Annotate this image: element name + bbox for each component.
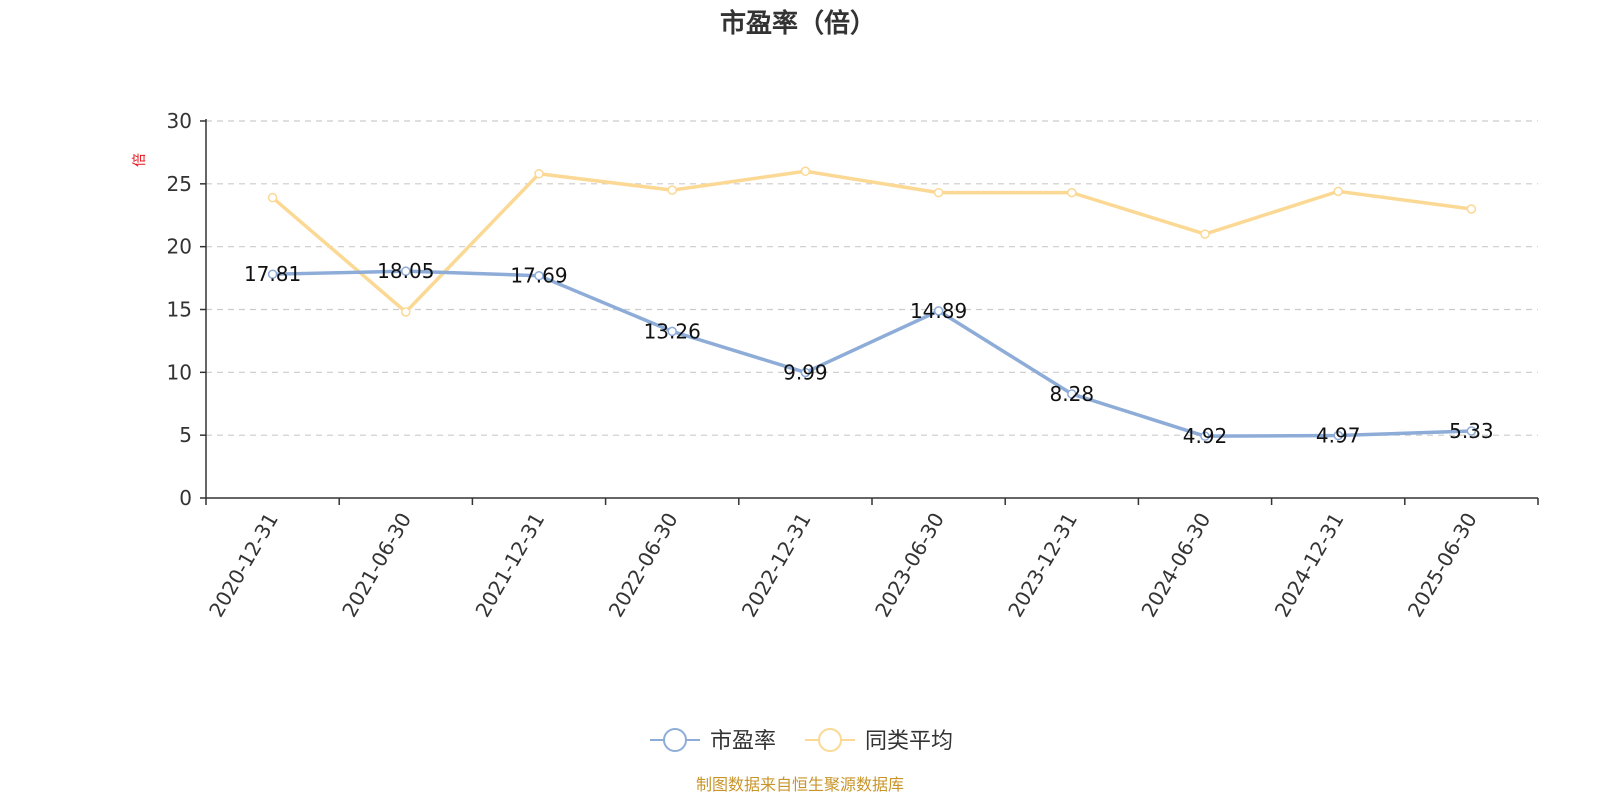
x-tick-label: 2023-12-31 [1003,509,1082,622]
x-tick-label: 2021-06-30 [337,509,416,622]
data-label: 4.92 [1183,424,1228,448]
data-point[interactable] [1333,430,1343,441]
x-tick-label: 2022-12-31 [737,509,816,622]
data-point[interactable] [933,187,944,198]
data-label: 17.81 [244,262,301,286]
label-layer: 17.81 18.05 17.69 13.26 9.99 14.89 8.28 4.92 4.9… [244,259,1494,448]
y-tick-label: 10 [167,360,192,384]
data-point[interactable] [401,266,411,276]
legend[interactable]: 市盈率 同类平均 [650,728,953,754]
source-note: 制图数据来自恒生聚源数据库 [696,775,904,794]
legend-label: 市盈率 [710,729,776,754]
data-point[interactable] [401,307,411,317]
data-label: 8.28 [1050,382,1095,406]
data-point[interactable] [1200,431,1210,441]
x-tick-label: 2020-12-31 [204,509,283,622]
y-tick-label: 0 [179,486,192,510]
data-point[interactable] [267,269,278,279]
x-tick-label: 2024-06-30 [1136,509,1215,622]
data-label: 14.89 [910,299,967,323]
data-point[interactable] [1067,389,1077,399]
data-point[interactable] [1466,426,1477,436]
x-tick-label: 2022-06-30 [604,509,683,622]
x-tick-label: 2021-12-31 [470,509,549,622]
data-label: 4.97 [1316,424,1361,448]
x-tick-label: 2025-06-30 [1403,509,1482,622]
data-point[interactable] [800,367,811,378]
data-label: 9.99 [783,360,828,384]
grid-layer [206,120,1538,436]
y-tick-label: 20 [167,235,192,259]
data-label: 18.05 [377,259,434,283]
y-tick-label: 5 [179,423,192,447]
legend-swatch-marker [663,728,687,752]
x-tick-label: 2023-06-30 [870,509,949,622]
data-label: 17.69 [510,264,567,288]
data-point[interactable] [667,326,677,337]
legend-item-1[interactable]: 同类平均 [805,728,953,754]
data-point[interactable] [1333,186,1343,197]
data-point[interactable] [267,192,278,203]
axis-layer: 0 5 10 15 20 25 30 2020-12-31 2021-06-30 2021-12-… [167,109,1539,622]
data-point[interactable] [1200,229,1210,239]
y-tick-label: 15 [167,298,192,322]
legend-label: 同类平均 [865,729,953,754]
data-label: 13.26 [644,319,701,343]
data-point[interactable] [933,306,944,316]
data-point[interactable] [534,270,544,281]
y-axis-unit: 倍 [132,153,148,167]
data-point[interactable] [1067,187,1077,198]
data-point[interactable] [534,169,544,179]
legend-item-0[interactable]: 市盈率 [650,728,776,754]
x-tick-label: 2024-12-31 [1270,509,1349,622]
series-layer [267,166,1477,441]
series-line-0 [272,269,1472,438]
series-line-1 [271,169,1472,314]
data-point[interactable] [800,166,811,177]
y-tick-label: 30 [167,109,192,133]
legend-swatch-marker [818,728,842,752]
data-point[interactable] [667,185,677,195]
y-tick-label: 25 [167,172,192,196]
data-point[interactable] [1466,204,1477,214]
chart-title: 市盈率（倍） [720,8,876,39]
data-label: 5.33 [1449,419,1494,443]
